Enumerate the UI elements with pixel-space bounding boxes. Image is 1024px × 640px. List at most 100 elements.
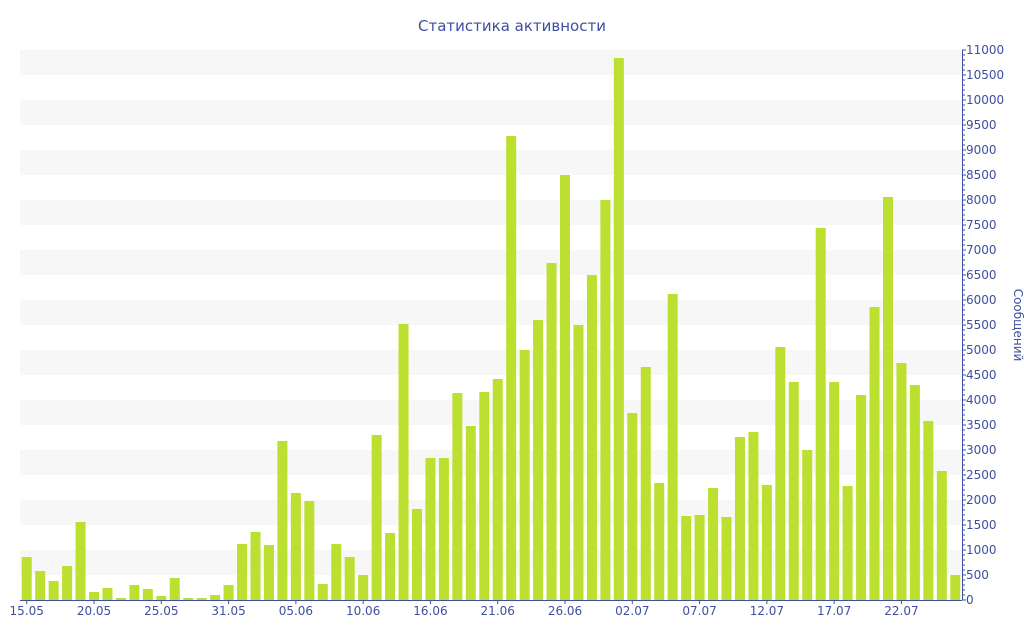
y-tick-label: 0 [966, 593, 974, 607]
bar[interactable] [358, 575, 369, 600]
bar[interactable] [506, 136, 517, 600]
bar[interactable] [452, 393, 463, 600]
bar[interactable] [721, 517, 732, 600]
bar[interactable] [869, 307, 880, 600]
bar[interactable] [708, 488, 719, 600]
chart-title: Статистика активности [418, 17, 606, 35]
bar[interactable] [371, 435, 382, 600]
bar[interactable] [102, 588, 113, 600]
bar[interactable] [142, 589, 153, 600]
grid-band [20, 400, 962, 425]
y-tick-label: 4000 [966, 393, 997, 407]
bar[interactable] [250, 532, 261, 600]
bar[interactable] [640, 367, 651, 600]
y-tick-label: 11000 [966, 43, 1004, 57]
bar[interactable] [210, 595, 221, 600]
bar[interactable] [62, 566, 73, 600]
x-tick-label: 31.05 [211, 604, 245, 618]
y-tick-label: 1000 [966, 543, 997, 557]
y-tick-label: 10000 [966, 93, 1004, 107]
bar[interactable] [196, 598, 207, 600]
grid-band [20, 350, 962, 375]
bar[interactable] [856, 395, 867, 600]
bar[interactable] [519, 350, 530, 600]
y-tick-label: 2000 [966, 493, 997, 507]
bar[interactable] [290, 493, 301, 600]
bar[interactable] [896, 363, 907, 600]
bar[interactable] [600, 200, 611, 600]
bar[interactable] [815, 228, 826, 600]
bar[interactable] [909, 385, 920, 600]
bar[interactable] [950, 575, 961, 600]
bar[interactable] [479, 392, 490, 600]
bar[interactable] [425, 458, 436, 600]
grid-band [20, 150, 962, 175]
bar[interactable] [829, 382, 840, 600]
bar[interactable] [775, 347, 786, 600]
bar[interactable] [263, 545, 274, 600]
y-tick-label: 6000 [966, 293, 997, 307]
bar[interactable] [761, 485, 772, 600]
bar[interactable] [398, 324, 409, 600]
bar[interactable] [331, 544, 342, 600]
bar[interactable] [681, 516, 692, 600]
bar[interactable] [344, 557, 355, 600]
bar[interactable] [277, 441, 288, 600]
bar[interactable] [183, 598, 194, 600]
grid-band [20, 250, 962, 275]
bar[interactable] [667, 294, 678, 600]
bar[interactable] [169, 578, 180, 600]
bar[interactable] [734, 437, 745, 600]
y-axis-label: Сообщений [1011, 289, 1024, 362]
bar[interactable] [411, 509, 422, 600]
y-tick-label: 4500 [966, 368, 997, 382]
x-tick-label: 25.05 [144, 604, 178, 618]
bar[interactable] [533, 320, 544, 600]
bar[interactable] [573, 325, 584, 600]
bar[interactable] [75, 522, 86, 600]
bar[interactable] [936, 471, 947, 600]
x-tick-label: 10.06 [346, 604, 380, 618]
bar[interactable] [492, 379, 503, 600]
bar[interactable] [882, 197, 893, 600]
bar[interactable] [89, 592, 100, 600]
grid-band [20, 100, 962, 125]
bar[interactable] [48, 581, 59, 600]
bar[interactable] [923, 421, 934, 600]
bar[interactable] [317, 584, 328, 600]
bar[interactable] [802, 450, 813, 600]
y-tick-label: 10500 [966, 68, 1004, 82]
bar[interactable] [560, 175, 571, 600]
y-tick-label: 5000 [966, 343, 997, 357]
bar[interactable] [627, 413, 638, 600]
x-tick-label: 15.05 [10, 604, 44, 618]
y-tick-label: 9000 [966, 143, 997, 157]
bar[interactable] [156, 596, 167, 600]
y-tick-label: 7000 [966, 243, 997, 257]
bar[interactable] [654, 483, 665, 600]
bar[interactable] [35, 571, 46, 600]
bar[interactable] [223, 585, 234, 600]
bar[interactable] [748, 432, 759, 600]
bar[interactable] [237, 544, 248, 600]
grid-band [20, 200, 962, 225]
bar[interactable] [613, 58, 624, 600]
bar[interactable] [546, 263, 557, 600]
bar[interactable] [438, 458, 449, 600]
bar[interactable] [694, 515, 705, 600]
x-tick-label: 26.06 [548, 604, 582, 618]
x-tick-label: 21.06 [481, 604, 515, 618]
bar[interactable] [465, 426, 476, 600]
bar[interactable] [115, 598, 126, 600]
bar[interactable] [385, 533, 396, 600]
bar[interactable] [21, 557, 32, 600]
bars [21, 58, 961, 600]
bar[interactable] [129, 585, 140, 600]
y-tick-label: 9500 [966, 118, 997, 132]
bar[interactable] [788, 382, 799, 600]
bar[interactable] [304, 501, 315, 600]
y-tick-label: 8000 [966, 193, 997, 207]
bar[interactable] [842, 486, 853, 600]
bar[interactable] [586, 275, 597, 600]
